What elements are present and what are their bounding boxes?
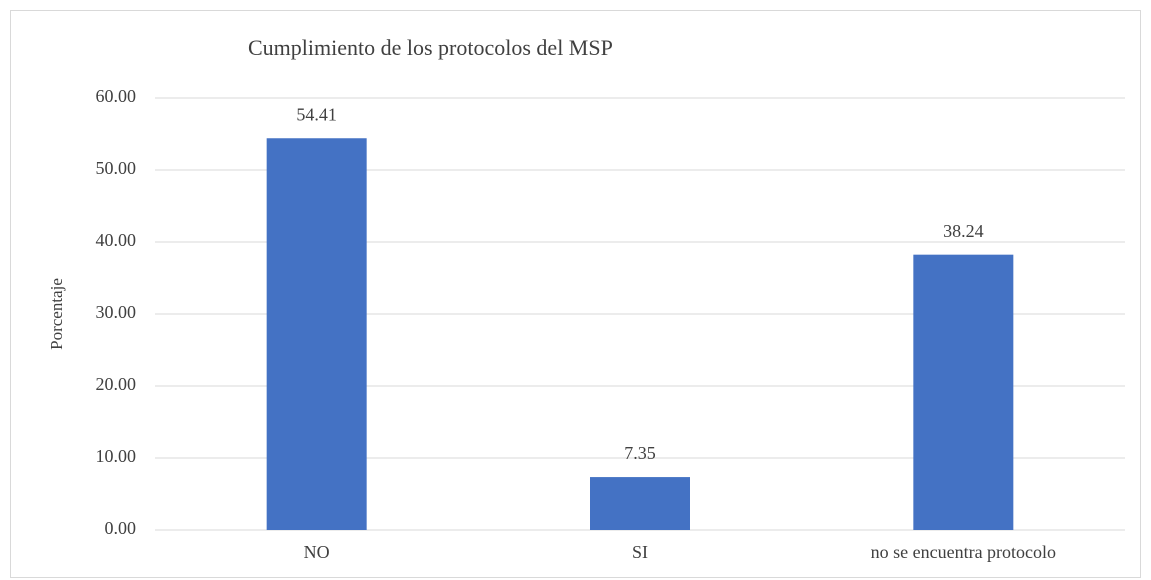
chart-title: Cumplimiento de los protocolos del MSP xyxy=(248,35,613,60)
y-tick-label: 30.00 xyxy=(96,302,137,322)
y-tick-label: 60.00 xyxy=(96,86,137,106)
data-label: 7.35 xyxy=(624,443,656,463)
x-tick-label: NO xyxy=(304,542,330,562)
y-tick-label: 20.00 xyxy=(96,374,137,394)
y-axis-label: Porcentaje xyxy=(47,278,66,350)
y-tick-label: 50.00 xyxy=(96,158,137,178)
y-tick-label: 10.00 xyxy=(96,446,137,466)
y-tick-label: 0.00 xyxy=(105,518,137,538)
bar xyxy=(913,254,1014,530)
bar xyxy=(266,138,367,531)
x-tick-label: no se encuentra protocolo xyxy=(871,542,1056,562)
data-label: 38.24 xyxy=(943,221,984,241)
y-tick-label: 40.00 xyxy=(96,230,137,250)
data-label: 54.41 xyxy=(296,104,337,124)
x-tick-label: SI xyxy=(632,542,648,562)
bar xyxy=(590,477,690,530)
